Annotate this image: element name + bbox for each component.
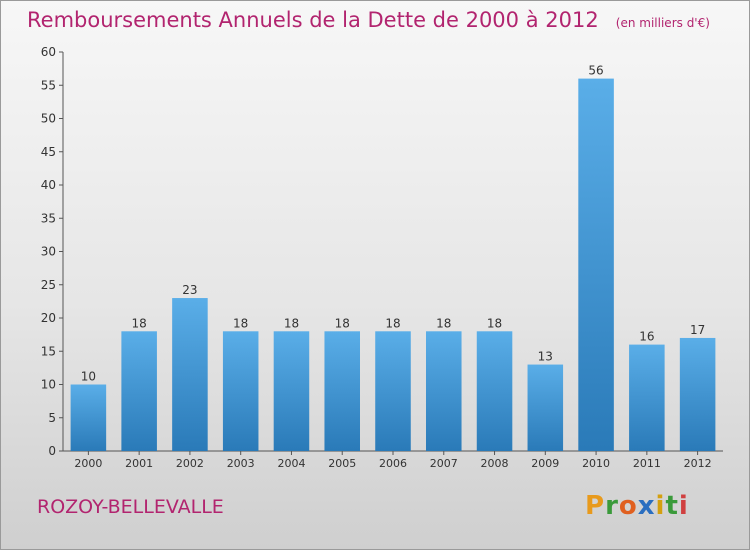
y-tick-label: 15	[41, 344, 56, 358]
bar-value-label: 10	[81, 370, 96, 384]
bar-value-label: 17	[690, 323, 705, 337]
x-tick-label: 2000	[74, 457, 102, 470]
logo-letter: o	[618, 491, 638, 521]
logo-letter: r	[605, 491, 619, 521]
bar-2012	[679, 337, 716, 451]
bar-2002	[172, 298, 208, 451]
bar-2005	[324, 331, 360, 451]
x-tick-label: 2005	[328, 457, 356, 470]
y-tick-label: 50	[41, 112, 56, 126]
x-tick-label: 2006	[379, 457, 407, 470]
bar-value-label: 18	[385, 316, 400, 330]
title-row: Remboursements Annuels de la Dette de 20…	[27, 8, 710, 32]
bar-2000	[70, 384, 107, 451]
bars: 10 18 23 18 18 18 18 18 18 13 56 16 17	[70, 64, 716, 451]
y-tick-label: 25	[41, 278, 56, 292]
x-tick-label: 2001	[125, 457, 153, 470]
bar-value-label: 18	[335, 316, 350, 330]
logo-letter: i	[655, 491, 666, 521]
y-tick-label: 40	[41, 178, 56, 192]
proxiti-logo: Proxiti	[585, 491, 689, 521]
x-tick-label: 2011	[633, 457, 661, 470]
logo-letter: x	[637, 491, 656, 521]
x-tick-label: 2009	[531, 457, 559, 470]
x-tick-label: 2003	[227, 457, 255, 470]
y-tick-label: 20	[41, 311, 56, 325]
bar-value-label: 16	[639, 330, 654, 344]
bar-value-label: 18	[436, 316, 451, 330]
y-tick-label: 30	[41, 245, 56, 259]
y-tick-label: 55	[41, 78, 56, 92]
y-tick-label: 0	[48, 444, 56, 458]
bar-2003	[222, 331, 259, 451]
x-tick-label: 2012	[684, 457, 712, 470]
x-tick-label: 2002	[176, 457, 204, 470]
bar-2011	[629, 344, 665, 451]
y-tick-label: 35	[41, 211, 56, 225]
bar-value-label: 18	[132, 316, 147, 330]
x-tick-label: 2004	[277, 457, 305, 470]
bar-value-label: 23	[182, 283, 197, 297]
logo-letter: P	[585, 491, 606, 521]
bar-2004	[273, 331, 310, 451]
bar-2010	[578, 78, 614, 451]
logo-letter: i	[678, 491, 689, 521]
bar-2009	[527, 364, 564, 451]
bar-value-label: 18	[487, 316, 502, 330]
y-tick-label: 45	[41, 145, 56, 159]
chart-unit: (en milliers d'€)	[615, 16, 710, 30]
y-tick-label: 10	[41, 378, 56, 392]
chart-title: Remboursements Annuels de la Dette de 20…	[27, 8, 599, 32]
logo-letter: t	[665, 491, 679, 521]
bar-2006	[375, 331, 411, 451]
y-tick-label: 5	[48, 411, 56, 425]
y-tick-label: 60	[41, 45, 56, 59]
axes: 0 5 10 15 20 25 30 35 40 45 50 55 60 2000 2001 2002 2003…	[41, 45, 723, 470]
bar-value-label: 18	[284, 316, 299, 330]
bar-value-label: 18	[233, 316, 248, 330]
x-tick-label: 2008	[481, 457, 509, 470]
bar-value-label: 13	[538, 350, 553, 364]
x-tick-label: 2010	[582, 457, 610, 470]
bar-2008	[476, 331, 513, 451]
bar-2001	[121, 331, 157, 451]
bar-value-label: 56	[588, 64, 603, 78]
bar-2007	[426, 331, 462, 451]
place-name: ROZOY-BELLEVALLE	[37, 496, 224, 518]
x-tick-label: 2007	[430, 457, 458, 470]
